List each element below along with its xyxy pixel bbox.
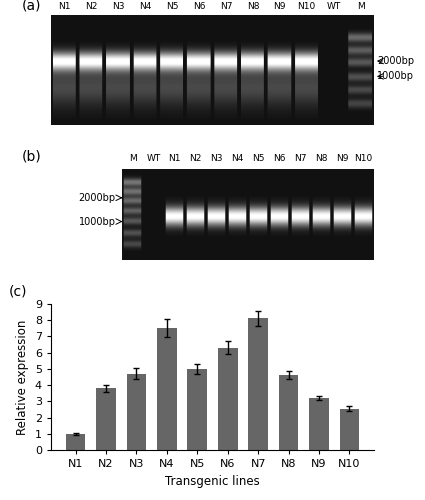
Bar (96, 388, 116, 450)
Text: N7: N7 (294, 154, 307, 163)
Text: N1: N1 (58, 2, 71, 11)
Text: N8: N8 (315, 154, 328, 163)
Bar (279, 376, 298, 450)
Bar (66, 434, 85, 450)
Text: (b): (b) (22, 149, 42, 163)
Text: 2000bp: 2000bp (377, 56, 414, 66)
Bar (127, 374, 146, 450)
Text: N3: N3 (112, 2, 125, 11)
Text: N5: N5 (166, 2, 178, 11)
Text: N7: N7 (220, 2, 232, 11)
Text: (c): (c) (9, 284, 28, 298)
Text: N2: N2 (190, 154, 202, 163)
Text: N10: N10 (354, 154, 373, 163)
Text: WT: WT (326, 2, 341, 11)
Text: N5: N5 (252, 154, 265, 163)
Text: M: M (129, 154, 136, 163)
Text: 1000bp: 1000bp (79, 216, 116, 226)
Text: N9: N9 (336, 154, 349, 163)
Text: (a): (a) (22, 0, 41, 13)
Text: N4: N4 (231, 154, 244, 163)
Y-axis label: Relative expression: Relative expression (16, 319, 29, 434)
Text: N10: N10 (298, 2, 316, 11)
Text: N3: N3 (210, 154, 223, 163)
Text: M: M (357, 2, 364, 11)
Text: N6: N6 (273, 154, 286, 163)
Bar (218, 348, 238, 450)
Text: N9: N9 (274, 2, 286, 11)
Text: N6: N6 (193, 2, 205, 11)
Bar (248, 318, 268, 450)
Bar (157, 328, 177, 450)
X-axis label: Transgenic lines: Transgenic lines (165, 474, 260, 488)
Text: 2000bp: 2000bp (79, 193, 116, 203)
Text: N8: N8 (246, 2, 259, 11)
Text: N4: N4 (139, 2, 151, 11)
Text: WT: WT (147, 154, 161, 163)
Text: N1: N1 (168, 154, 181, 163)
Bar (340, 408, 359, 450)
Bar (187, 369, 207, 450)
Bar (309, 398, 329, 450)
Text: N2: N2 (85, 2, 98, 11)
Text: 1000bp: 1000bp (377, 72, 414, 82)
